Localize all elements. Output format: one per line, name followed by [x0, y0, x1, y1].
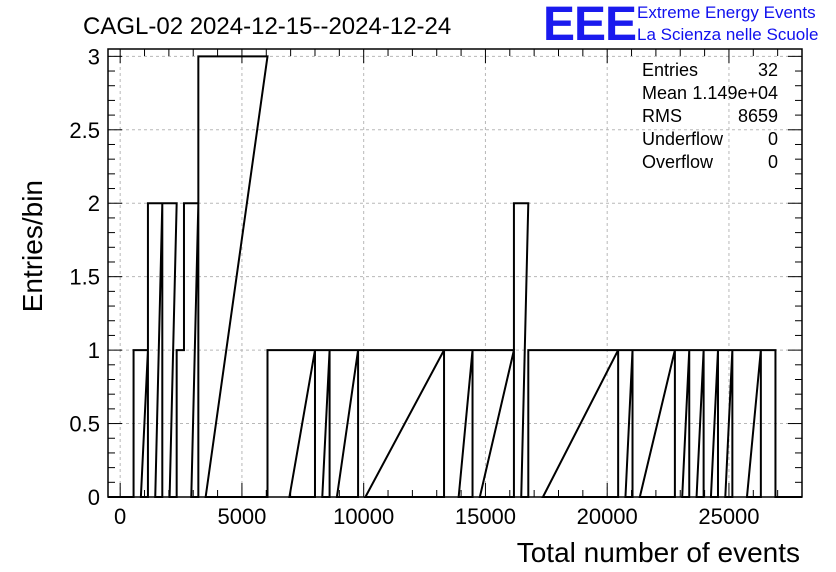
x-axis-title: Total number of events — [517, 537, 800, 568]
stats-label: Underflow — [642, 129, 724, 149]
stats-label: RMS — [642, 106, 682, 126]
y-axis-title: Entries/bin — [17, 180, 48, 312]
y-tick-label: 1.5 — [69, 265, 100, 290]
eee-logo: EEE Extreme Energy Events La Scienza nel… — [543, 0, 818, 51]
histogram-bins — [108, 55, 802, 498]
stats-label: Mean — [642, 83, 687, 103]
x-tick-label: 0 — [114, 504, 126, 529]
y-tick-label: 1 — [88, 338, 100, 363]
logo-line-1: Extreme Energy Events — [637, 3, 816, 22]
y-tick-label: 0 — [88, 485, 100, 510]
stats-label: Entries — [642, 60, 698, 80]
y-tick-label: 2.5 — [69, 118, 100, 143]
x-tick-label: 25000 — [698, 504, 759, 529]
stats-value: 1.149e+04 — [692, 83, 778, 103]
grid-lines — [108, 49, 802, 498]
plot-frame — [107, 48, 803, 498]
tick-labels: 0 5000 10000 15000 20000 25000 0 0.5 1 1.5 2 2.5 3 — [69, 44, 759, 529]
y-tick-label: 2 — [88, 191, 100, 216]
x-tick-label: 5000 — [217, 504, 266, 529]
x-tick-label: 15000 — [455, 504, 516, 529]
stats-box: Entries 32 Mean 1.149e+04 RMS 8659 Underflow 0 O… — [642, 60, 778, 172]
y-tick-label: 3 — [88, 44, 100, 69]
logo-line-2: La Scienza nelle Scuole — [637, 25, 818, 44]
stats-value: 0 — [768, 129, 778, 149]
logo-mark: EEE — [543, 0, 636, 51]
y-tick-label: 0.5 — [69, 412, 100, 437]
chart-title: CAGL-02 2024-12-15--2024-12-24 — [83, 13, 451, 40]
stats-label: Overflow — [642, 152, 714, 172]
stats-value: 0 — [768, 152, 778, 172]
x-tick-label: 20000 — [577, 504, 638, 529]
stats-value: 32 — [758, 60, 778, 80]
histogram-outline — [108, 55, 802, 498]
axes — [107, 48, 803, 498]
stats-value: 8659 — [738, 106, 778, 126]
x-tick-label: 10000 — [333, 504, 394, 529]
